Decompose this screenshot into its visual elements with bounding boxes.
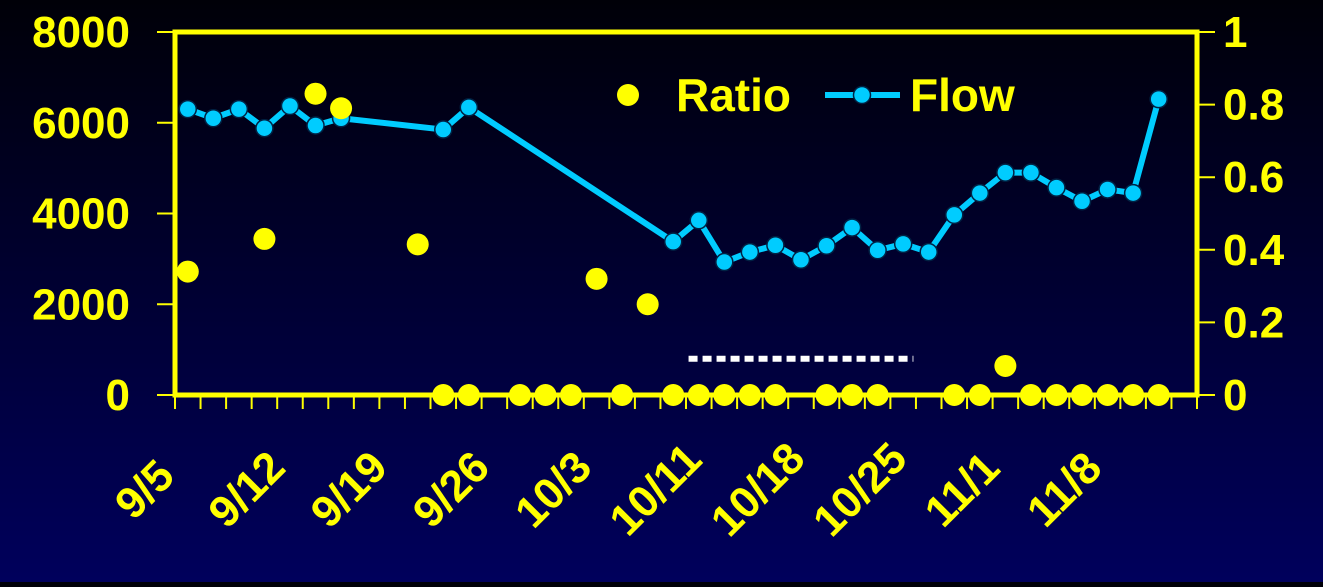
flow-point [1149, 89, 1168, 109]
flow-point [1098, 180, 1117, 199]
x-tick-label: 10/3 [506, 442, 601, 537]
right-y-tick-label: 0 [1223, 371, 1247, 420]
legend-ratio-marker [617, 84, 639, 106]
flow-point [893, 234, 913, 254]
legend-flow-label: Flow [910, 69, 1015, 121]
flow-point [306, 116, 325, 135]
ratio-point [176, 260, 199, 283]
ratio-point [1147, 384, 1170, 406]
x-tick-label: 10/18 [702, 433, 815, 546]
flow-point [434, 120, 453, 139]
x-tick-label: 9/12 [199, 442, 294, 537]
ratio-point [738, 384, 761, 406]
flow-point [766, 236, 785, 255]
flow-point [715, 252, 734, 272]
ratio-point [534, 384, 557, 406]
ratio-point [662, 384, 685, 406]
x-tick-label: 9/5 [106, 451, 184, 529]
ratio-point [713, 384, 736, 406]
ratio-point [560, 384, 583, 406]
left-y-tick-label: 4000 [32, 190, 130, 239]
flow-point [868, 241, 887, 260]
x-tick-label: 9/19 [302, 442, 397, 537]
flow-point [280, 96, 300, 116]
ratio-point [1096, 384, 1119, 406]
flow-point [1123, 183, 1143, 203]
ratio-point [815, 384, 838, 406]
right-y-tick-label: 0.8 [1223, 81, 1284, 130]
right-y-tick-label: 0.6 [1223, 153, 1284, 202]
ratio-point [866, 384, 889, 406]
ratio-point [457, 384, 480, 406]
flow-point [791, 250, 811, 270]
left-y-tick-label: 0 [106, 371, 130, 420]
x-tick-label: 10/11 [600, 434, 711, 545]
ratio-point [253, 227, 276, 250]
flow-point [842, 218, 862, 237]
flow-point [945, 205, 964, 225]
left-y-tick-label: 2000 [32, 280, 130, 329]
flow-point [1047, 178, 1066, 197]
ratio-point [330, 97, 353, 120]
right-y-tick-label: 1 [1223, 8, 1247, 57]
ratio-point [636, 293, 659, 316]
ratio-point [1045, 384, 1068, 406]
legend-ratio-label: Ratio [676, 69, 791, 121]
ratio-point [1122, 384, 1145, 406]
ratio-point [432, 384, 455, 406]
flow-point [663, 232, 683, 251]
ratio-point [611, 384, 634, 406]
ratio-point [406, 233, 429, 256]
right-y-tick-label: 0.4 [1223, 226, 1285, 275]
ratio-point [585, 267, 608, 290]
ratio-point [508, 384, 531, 406]
ratio-point [687, 384, 710, 406]
flow-point [1021, 163, 1041, 182]
ratio-point [1019, 384, 1042, 406]
flow-point [919, 242, 938, 262]
flow-point [996, 163, 1015, 182]
flow-point [817, 236, 836, 255]
x-tick-label: 11/8 [1018, 443, 1111, 536]
ratio-point [968, 384, 991, 406]
flow-point [689, 211, 709, 230]
flow-point [204, 108, 223, 128]
ratio-point [841, 384, 864, 406]
x-tick-label: 11/1 [916, 443, 1009, 536]
flow-point [229, 99, 249, 119]
flow-point [178, 99, 198, 119]
flow-point [255, 118, 274, 138]
ratio-point [764, 384, 787, 406]
flow-point [740, 242, 760, 262]
right-y-tick-label: 0.2 [1223, 298, 1284, 347]
ratio-point [1071, 384, 1094, 406]
left-y-tick-label: 8000 [32, 8, 130, 57]
ratio-point [304, 82, 327, 105]
flow-point [1072, 191, 1092, 211]
x-tick-label: 10/25 [804, 433, 917, 546]
ratio-point [943, 384, 966, 406]
x-tick-label: 9/26 [404, 442, 499, 537]
ratio-point [994, 354, 1017, 377]
flow-point [459, 98, 479, 117]
flow-point [970, 183, 990, 203]
left-y-tick-label: 6000 [32, 99, 130, 148]
legend-flow-marker [852, 85, 872, 105]
